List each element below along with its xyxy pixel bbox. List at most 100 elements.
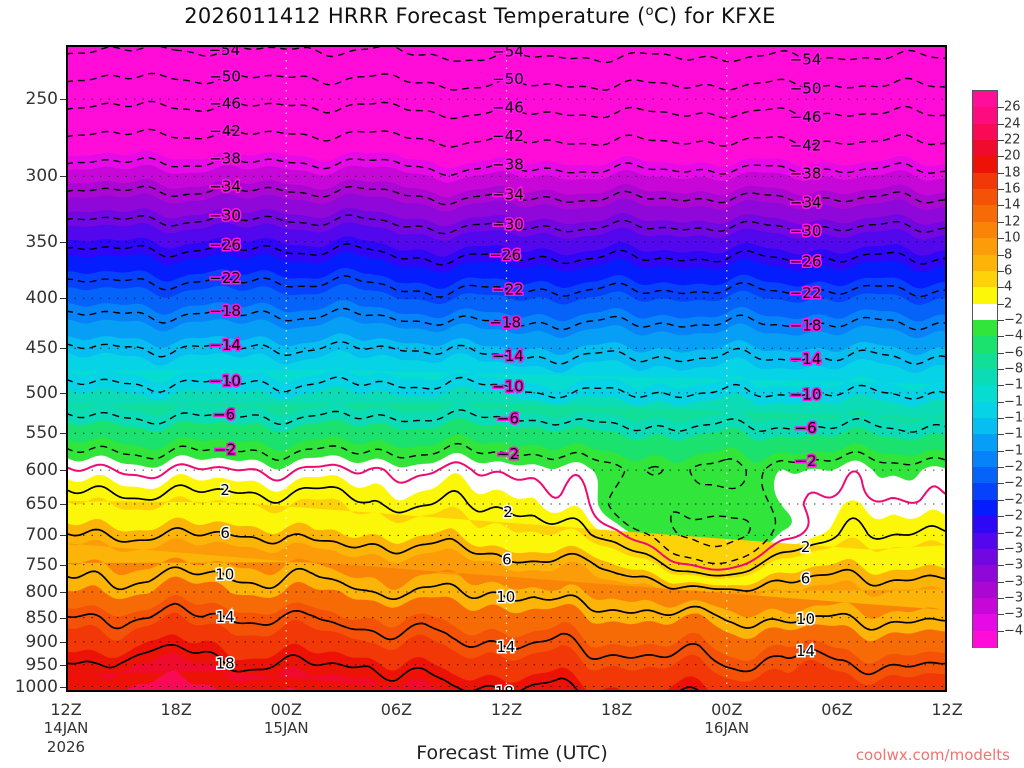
colorbar-segment bbox=[973, 91, 997, 108]
contour-label: −50 bbox=[208, 66, 243, 87]
svg-text:2: 2 bbox=[801, 538, 811, 556]
contour-label: −22 bbox=[208, 267, 243, 288]
contour-label: −2 bbox=[495, 443, 520, 464]
svg-text:−14: −14 bbox=[492, 347, 524, 365]
colorbar-label: −34 bbox=[1004, 574, 1024, 590]
contour-label: −42 bbox=[491, 125, 526, 146]
svg-text:−22: −22 bbox=[209, 269, 241, 287]
colorbar-segment bbox=[973, 597, 997, 615]
svg-text:2: 2 bbox=[220, 481, 230, 499]
colorbar-tick bbox=[997, 156, 1004, 158]
x-axis-tick-label: 12Z bbox=[931, 700, 963, 719]
colorbar-segment bbox=[973, 434, 997, 452]
y-axis-tick-mark bbox=[60, 564, 66, 566]
contour-label: −46 bbox=[208, 93, 243, 114]
y-axis-tick-label: 450 bbox=[25, 338, 58, 359]
svg-text:−18: −18 bbox=[489, 313, 521, 331]
colorbar-label: −14 bbox=[1004, 410, 1024, 426]
x-axis-date-label: 15JAN bbox=[263, 719, 309, 737]
colorbar-segment bbox=[973, 565, 997, 583]
svg-text:−38: −38 bbox=[790, 165, 822, 183]
colorbar-tick bbox=[997, 499, 1004, 501]
contour-label: −38 bbox=[788, 163, 823, 184]
y-axis-tick-label: 750 bbox=[25, 554, 58, 575]
colorbar-label: −24 bbox=[1004, 492, 1024, 508]
svg-text:6: 6 bbox=[502, 551, 512, 569]
svg-text:18: 18 bbox=[216, 655, 235, 673]
colorbar-label: 10 bbox=[1004, 230, 1021, 246]
colorbar-tick bbox=[997, 581, 1004, 583]
colorbar-label: −4 bbox=[1004, 328, 1024, 344]
y-axis-tick-label: 400 bbox=[25, 288, 58, 309]
colorbar-label: −8 bbox=[1004, 361, 1024, 377]
contour-label: −34 bbox=[491, 184, 526, 205]
y-axis-tick-mark bbox=[60, 664, 66, 666]
colorbar-tick bbox=[997, 189, 1004, 191]
contour-label: −26 bbox=[208, 235, 243, 256]
contour-line bbox=[66, 527, 947, 592]
temperature-band bbox=[66, 557, 947, 619]
contour-label: −46 bbox=[788, 107, 823, 128]
colorbar-segment bbox=[973, 319, 997, 337]
temperature-band bbox=[66, 496, 947, 579]
contour-label: −2 bbox=[213, 439, 238, 460]
colorbar-tick bbox=[997, 516, 1004, 518]
colorbar-tick bbox=[997, 401, 1004, 403]
colorbar-tick bbox=[997, 483, 1004, 485]
colorbar-segment bbox=[973, 369, 997, 386]
svg-text:−14: −14 bbox=[209, 336, 241, 354]
page-title: 2026011412 HRRR Forecast Temperature (oC… bbox=[0, 4, 960, 28]
x-axis-tick-label: 12Z bbox=[490, 700, 523, 719]
contour-label: −22 bbox=[788, 283, 823, 304]
y-axis-tick-mark bbox=[60, 470, 66, 472]
svg-text:−6: −6 bbox=[795, 419, 817, 437]
y-axis-tick-mark bbox=[60, 298, 66, 300]
svg-text:−42: −42 bbox=[790, 137, 822, 155]
colorbar-segment bbox=[973, 254, 997, 272]
colorbar-tick bbox=[997, 238, 1004, 240]
colorbar-tick bbox=[997, 270, 1004, 272]
x-axis-year-label: 2026 bbox=[46, 738, 86, 756]
colorbar-segment bbox=[973, 189, 997, 207]
contour-line bbox=[670, 511, 752, 548]
svg-text:−2: −2 bbox=[497, 445, 519, 463]
y-axis-tick-mark bbox=[60, 241, 66, 243]
svg-text:−46: −46 bbox=[492, 98, 524, 116]
y-axis-tick-mark bbox=[60, 641, 66, 643]
y-axis-tick-label: 300 bbox=[25, 166, 58, 187]
colorbar-segment bbox=[973, 336, 997, 354]
svg-text:6: 6 bbox=[801, 569, 811, 587]
colorbar-label: 18 bbox=[1004, 165, 1021, 181]
contour-line bbox=[66, 566, 947, 631]
colorbar-label: 16 bbox=[1004, 181, 1021, 197]
colorbar-segment bbox=[973, 532, 997, 550]
colorbar-label: 22 bbox=[1004, 132, 1021, 148]
svg-text:−2: −2 bbox=[795, 452, 817, 470]
colorbar-segment bbox=[973, 516, 997, 534]
contour-line bbox=[66, 442, 947, 565]
y-axis-tick-label: 950 bbox=[25, 654, 58, 675]
y-axis-tick-label: 500 bbox=[25, 382, 58, 403]
svg-text:−46: −46 bbox=[209, 95, 241, 113]
colorbar-tick bbox=[997, 107, 1004, 109]
svg-text:−18: −18 bbox=[209, 302, 241, 320]
contour-line bbox=[66, 157, 947, 177]
y-axis-tick-label: 650 bbox=[25, 494, 58, 514]
contour-line bbox=[66, 307, 947, 331]
colorbar-segment bbox=[973, 548, 997, 566]
contour-label: −34 bbox=[208, 176, 243, 197]
svg-text:10: 10 bbox=[796, 610, 815, 628]
colorbar-tick bbox=[997, 172, 1004, 174]
contour-line bbox=[224, 609, 947, 676]
contour-line bbox=[66, 185, 947, 206]
svg-text:−26: −26 bbox=[790, 253, 822, 271]
freezing-level-line bbox=[66, 461, 947, 571]
x-axis-tick-label: 06Z bbox=[380, 700, 413, 719]
svg-text:10: 10 bbox=[215, 566, 234, 584]
svg-text:−18: −18 bbox=[790, 317, 822, 335]
colorbar-label: −10 bbox=[1004, 377, 1024, 393]
colorbar-segment bbox=[973, 418, 997, 435]
colorbar-segment bbox=[973, 630, 997, 648]
colorbar-segment bbox=[973, 123, 997, 141]
